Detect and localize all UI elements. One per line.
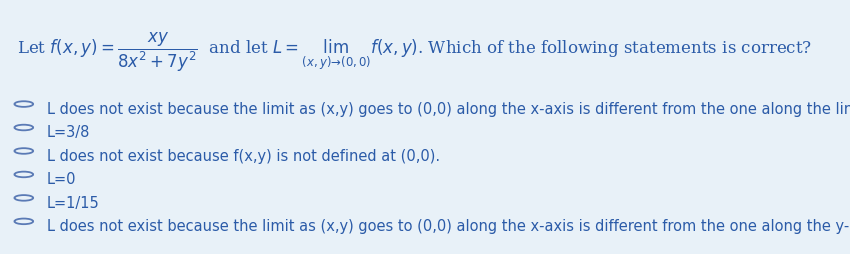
Text: L does not exist because the limit as (x,y) goes to (0,0) along the x-axis is di: L does not exist because the limit as (x… <box>47 218 850 233</box>
Text: L=0: L=0 <box>47 172 76 187</box>
Text: L=1/15: L=1/15 <box>47 195 99 210</box>
Text: Let $f(x, y) = \dfrac{xy}{8x^2 + 7y^2}$  and let $L = \lim_{(x,y)\to(0,0)} f(x, : Let $f(x, y) = \dfrac{xy}{8x^2 + 7y^2}$ … <box>17 30 813 74</box>
Text: L=3/8: L=3/8 <box>47 125 90 140</box>
Text: L does not exist because f(x,y) is not defined at (0,0).: L does not exist because f(x,y) is not d… <box>47 148 440 163</box>
Text: L does not exist because the limit as (x,y) goes to (0,0) along the x-axis is di: L does not exist because the limit as (x… <box>47 102 850 117</box>
